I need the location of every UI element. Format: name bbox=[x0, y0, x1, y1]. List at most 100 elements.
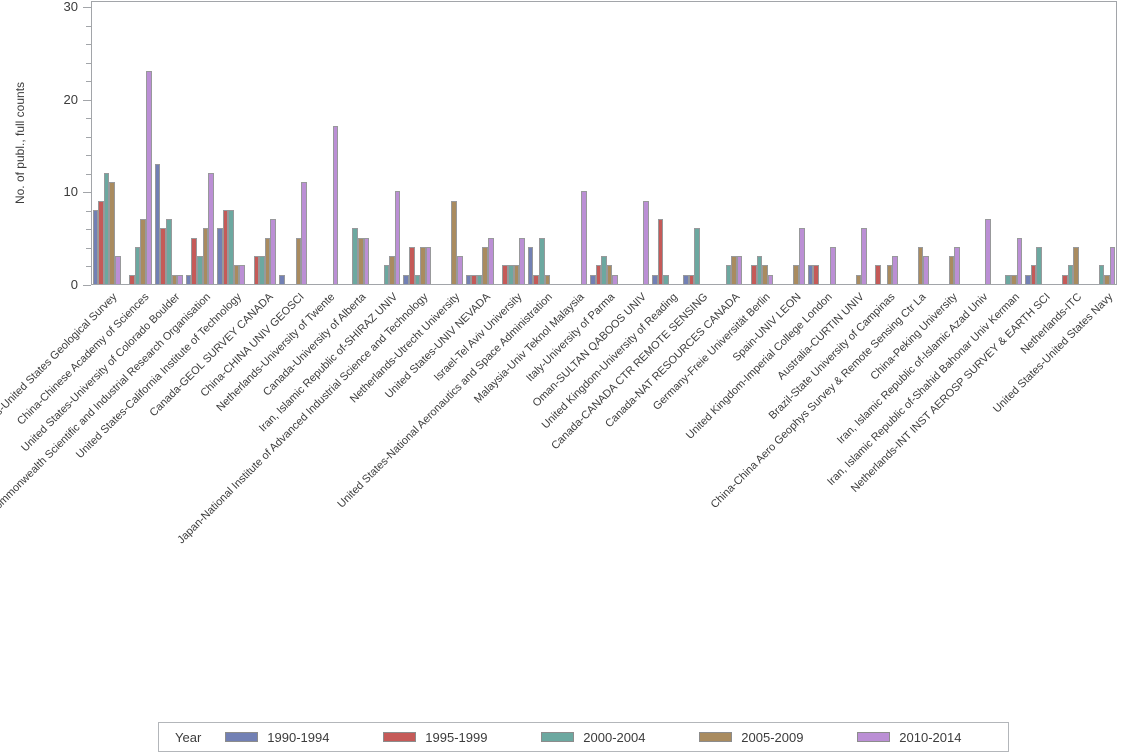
bar bbox=[270, 219, 276, 284]
bar bbox=[114, 256, 121, 284]
bar bbox=[92, 210, 99, 284]
bar bbox=[222, 210, 229, 284]
bar bbox=[502, 265, 508, 284]
bar-group bbox=[124, 1, 152, 284]
y-minor-tick bbox=[86, 247, 91, 249]
bar bbox=[830, 247, 836, 284]
bar bbox=[471, 275, 477, 284]
bar-group bbox=[932, 1, 960, 284]
bar bbox=[253, 256, 260, 284]
y-minor-tick bbox=[86, 229, 91, 231]
bar bbox=[1030, 265, 1037, 284]
bar bbox=[414, 275, 421, 284]
legend-swatch bbox=[541, 732, 575, 742]
bar-group bbox=[777, 1, 805, 284]
bar-group bbox=[839, 1, 867, 284]
legend: Year 1990-1994 1995-1999 2000-2004 2005-200… bbox=[158, 722, 1009, 752]
bar bbox=[202, 228, 209, 284]
bar bbox=[892, 256, 898, 284]
bar bbox=[595, 265, 602, 284]
y-minor-tick bbox=[86, 173, 91, 175]
bar bbox=[612, 275, 618, 284]
bar bbox=[451, 201, 457, 284]
bar-group bbox=[901, 1, 929, 284]
bar-group bbox=[497, 1, 525, 284]
bar bbox=[731, 256, 737, 284]
bar-group bbox=[590, 1, 618, 284]
legend-swatch bbox=[225, 732, 259, 742]
y-major-tick bbox=[83, 7, 91, 8]
bar bbox=[383, 265, 390, 284]
bar bbox=[425, 247, 432, 284]
legend-label: 1990-1994 bbox=[267, 729, 330, 745]
bar bbox=[1010, 275, 1017, 284]
bar bbox=[146, 71, 152, 284]
bar-group bbox=[372, 1, 401, 284]
bar bbox=[103, 173, 110, 284]
bar bbox=[394, 191, 401, 284]
bar bbox=[513, 265, 520, 284]
bar bbox=[507, 265, 514, 284]
bar-group bbox=[994, 1, 1023, 284]
bar bbox=[539, 238, 545, 284]
bar-group bbox=[435, 1, 463, 284]
bar bbox=[332, 126, 339, 284]
bar bbox=[171, 275, 178, 284]
bar bbox=[197, 256, 203, 284]
y-minor-tick bbox=[86, 44, 91, 46]
bar bbox=[601, 256, 607, 284]
bar bbox=[663, 275, 669, 284]
bar bbox=[409, 247, 415, 284]
bar bbox=[352, 228, 359, 284]
bar bbox=[98, 201, 104, 284]
bar bbox=[228, 210, 234, 284]
bar-group bbox=[92, 1, 121, 284]
bar bbox=[239, 265, 245, 284]
legend-swatch bbox=[383, 732, 417, 742]
y-tick-label: 20 bbox=[63, 91, 78, 107]
bar bbox=[855, 275, 862, 284]
bar-group bbox=[527, 1, 556, 284]
bar bbox=[154, 164, 161, 284]
bar bbox=[793, 265, 799, 284]
bar-group bbox=[621, 1, 650, 284]
bar bbox=[544, 275, 551, 284]
bar bbox=[465, 275, 472, 284]
y-major-tick bbox=[83, 285, 91, 286]
bar bbox=[985, 219, 992, 284]
bar bbox=[134, 247, 141, 284]
y-minor-tick bbox=[86, 155, 91, 157]
bar bbox=[358, 238, 364, 284]
legend-label: 2010-2014 bbox=[899, 729, 962, 745]
bar bbox=[590, 275, 596, 284]
bar bbox=[488, 238, 494, 284]
bar bbox=[208, 173, 214, 284]
bar-group bbox=[403, 1, 432, 284]
bar bbox=[533, 275, 539, 284]
bar bbox=[259, 256, 265, 284]
bar-group bbox=[465, 1, 494, 284]
bar bbox=[657, 219, 664, 284]
bar bbox=[683, 275, 689, 284]
bar bbox=[363, 238, 370, 284]
y-minor-tick bbox=[86, 266, 91, 268]
bar bbox=[420, 247, 426, 284]
bar-group bbox=[248, 1, 276, 284]
bar bbox=[482, 247, 488, 284]
bar bbox=[160, 228, 166, 284]
bar bbox=[875, 265, 881, 284]
bar bbox=[1067, 265, 1074, 284]
bar bbox=[798, 228, 805, 284]
y-axis-title: No. of publ., full counts bbox=[13, 81, 27, 205]
bar bbox=[403, 275, 410, 284]
bar bbox=[301, 182, 308, 284]
y-minor-tick bbox=[86, 25, 91, 27]
bar-group bbox=[279, 1, 308, 284]
bar bbox=[861, 228, 867, 284]
bar bbox=[165, 219, 172, 284]
y-tick-label: 30 bbox=[63, 0, 78, 14]
bar bbox=[767, 275, 774, 284]
y-tick-label: 10 bbox=[63, 184, 78, 200]
bar-group bbox=[559, 1, 587, 284]
